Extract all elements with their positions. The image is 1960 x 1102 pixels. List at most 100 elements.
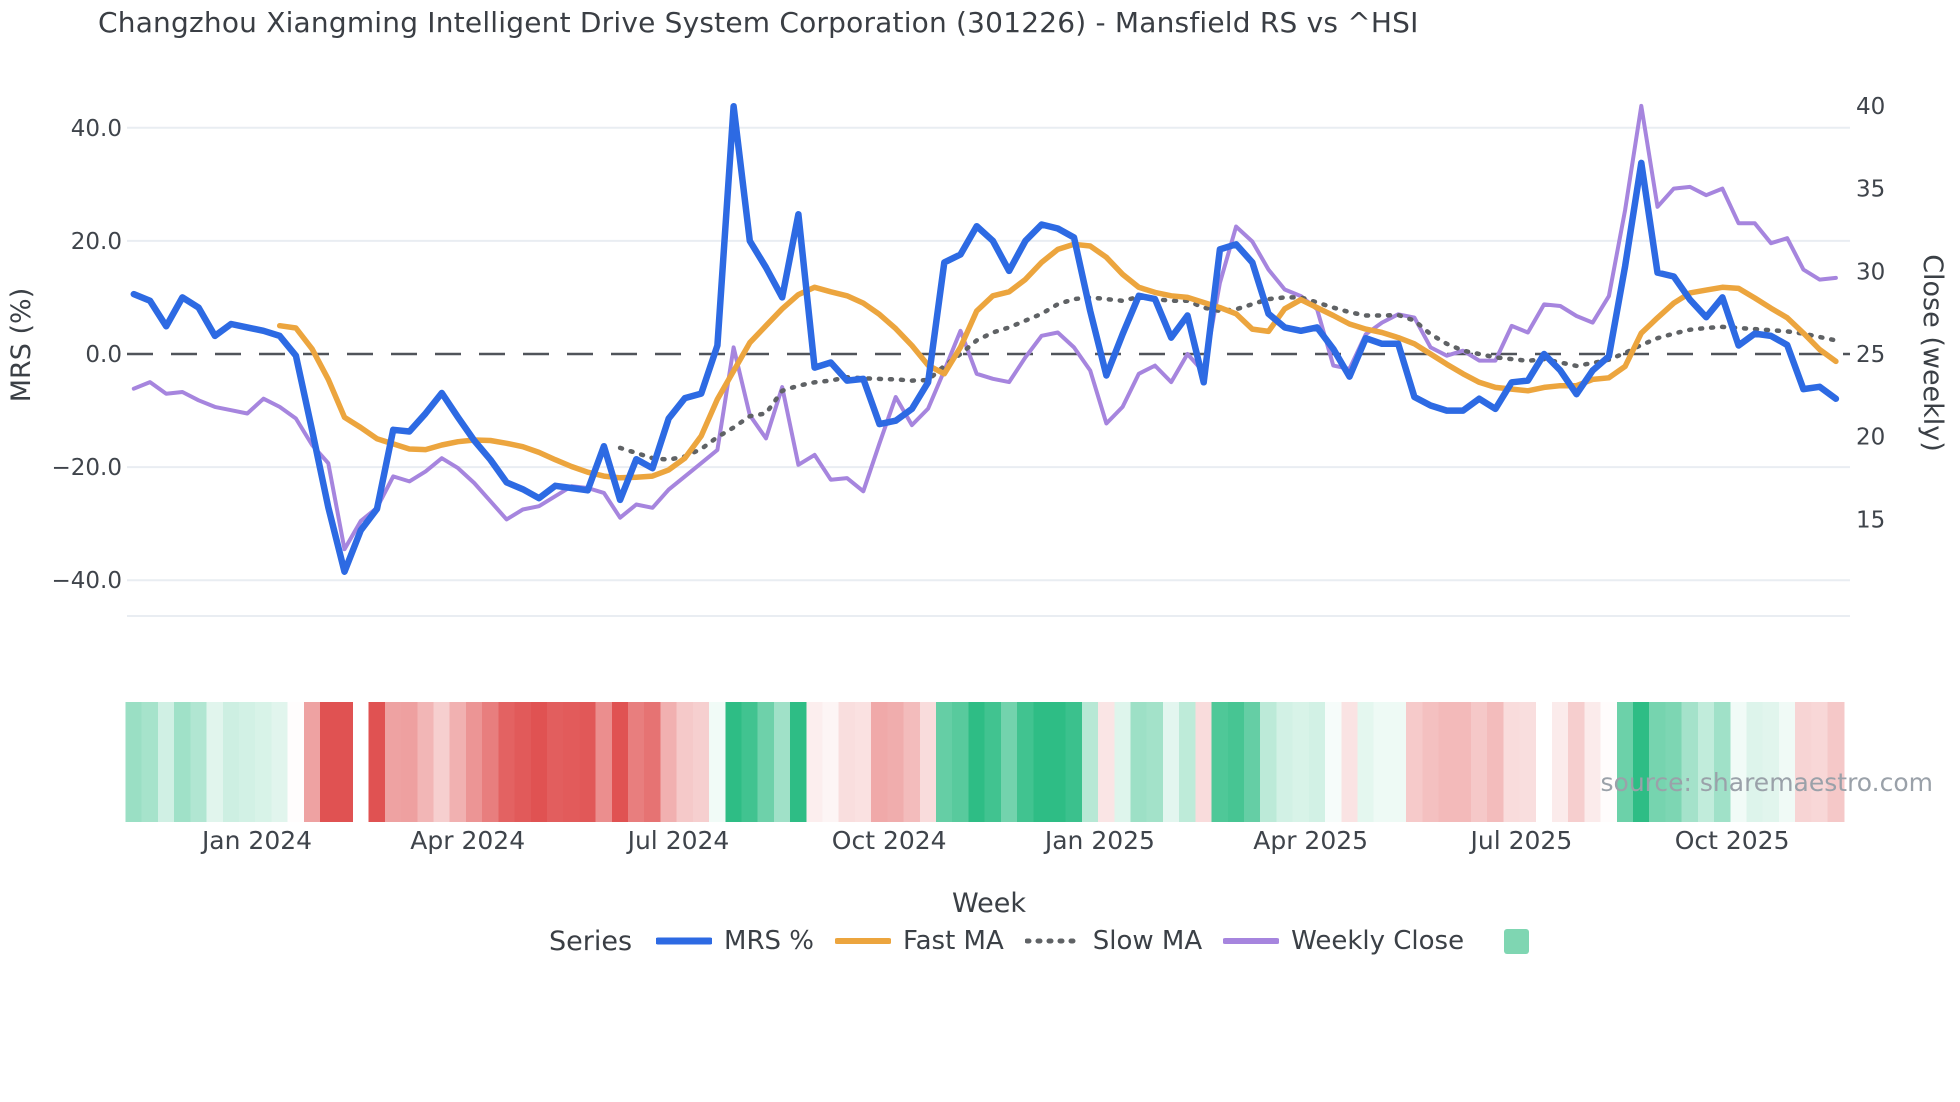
heatmap-cell[interactable]: [806, 702, 824, 822]
heatmap-cell[interactable]: [401, 702, 418, 822]
heatmap-cell[interactable]: [1211, 702, 1229, 822]
heatmap-cell[interactable]: [1697, 702, 1715, 822]
heatmap-cell[interactable]: [1341, 702, 1359, 822]
heatmap-cell[interactable]: [1065, 702, 1083, 822]
heatmap-cell[interactable]: [222, 702, 240, 822]
heatmap-cell[interactable]: [546, 702, 564, 822]
heatmap-cell[interactable]: [903, 702, 921, 822]
heatmap-cell[interactable]: [336, 702, 354, 822]
heatmap-cell[interactable]: [1649, 702, 1667, 822]
heatmap-cell[interactable]: [320, 702, 337, 822]
heatmap-cell[interactable]: [773, 702, 791, 822]
heatmap-cell[interactable]: [1373, 702, 1391, 822]
heatmap-cell[interactable]: [968, 702, 986, 822]
heatmap-cell[interactable]: [871, 702, 888, 822]
heatmap-cell[interactable]: [514, 702, 532, 822]
heatmap-cell[interactable]: [676, 702, 694, 822]
heatmap-cell[interactable]: [1503, 702, 1521, 822]
heatmap-cell[interactable]: [174, 702, 191, 822]
heatmap-cell[interactable]: [125, 702, 143, 822]
heatmap-cell[interactable]: [1519, 702, 1537, 822]
heatmap-cell[interactable]: [1033, 702, 1051, 822]
heatmap-cell[interactable]: [563, 702, 580, 822]
heatmap-cell[interactable]: [1292, 702, 1310, 822]
legend-item-mrs-[interactable]: MRS %: [656, 926, 814, 956]
heatmap-cell[interactable]: [1195, 702, 1213, 822]
heatmap-cell[interactable]: [952, 702, 970, 822]
heatmap-cell[interactable]: [287, 702, 305, 822]
heatmap-cell[interactable]: [530, 702, 548, 822]
heatmap-cell[interactable]: [1665, 702, 1683, 822]
heatmap-cell[interactable]: [660, 702, 678, 822]
heatmap-cell[interactable]: [790, 702, 807, 822]
heatmap-cell[interactable]: [1422, 702, 1440, 822]
heatmap-cell[interactable]: [1179, 702, 1196, 822]
heatmap-cell[interactable]: [368, 702, 386, 822]
heatmap-cell[interactable]: [1146, 702, 1164, 822]
heatmap-cell[interactable]: [1535, 702, 1553, 822]
heatmap-cell[interactable]: [1357, 702, 1375, 822]
heatmap-cell[interactable]: [1730, 702, 1748, 822]
heatmap-cell[interactable]: [1714, 702, 1731, 822]
heatmap-cell[interactable]: [1795, 702, 1812, 822]
heatmap-cell[interactable]: [1098, 702, 1115, 822]
heatmap-cell[interactable]: [644, 702, 662, 822]
heatmap-cell[interactable]: [1260, 702, 1277, 822]
heatmap-strip[interactable]: [125, 702, 1845, 822]
heatmap-cell[interactable]: [417, 702, 435, 822]
heatmap-cell[interactable]: [141, 702, 159, 822]
heatmap-cell[interactable]: [255, 702, 272, 822]
heatmap-cell[interactable]: [1325, 702, 1342, 822]
heatmap-cell[interactable]: [1811, 702, 1829, 822]
heatmap-cell[interactable]: [206, 702, 224, 822]
heatmap-cell[interactable]: [1681, 702, 1699, 822]
heatmap-cell[interactable]: [887, 702, 905, 822]
heatmap-cell[interactable]: [1827, 702, 1845, 822]
heatmap-cell[interactable]: [595, 702, 613, 822]
heatmap-cell[interactable]: [1049, 702, 1067, 822]
heatmap-cell[interactable]: [1487, 702, 1504, 822]
legend-item-fast-ma[interactable]: Fast MA: [835, 926, 1004, 956]
heatmap-cell[interactable]: [157, 702, 175, 822]
heatmap-cell[interactable]: [482, 702, 499, 822]
heatmap-cell[interactable]: [838, 702, 856, 822]
heatmap-cell[interactable]: [1308, 702, 1326, 822]
heatmap-cell[interactable]: [433, 702, 451, 822]
heatmap-cell[interactable]: [741, 702, 759, 822]
heatmap-cell[interactable]: [1017, 702, 1034, 822]
heatmap-cell[interactable]: [984, 702, 1002, 822]
heatmap-cell[interactable]: [936, 702, 953, 822]
heatmap-cell[interactable]: [1130, 702, 1148, 822]
heatmap-cell[interactable]: [1616, 702, 1634, 822]
heatmap-cell[interactable]: [190, 702, 208, 822]
heatmap-cell[interactable]: [1081, 702, 1099, 822]
heatmap-cell[interactable]: [465, 702, 483, 822]
heatmap-cell[interactable]: [579, 702, 597, 822]
heatmap-cell[interactable]: [757, 702, 775, 822]
heatmap-cell[interactable]: [1746, 702, 1764, 822]
heatmap-cell[interactable]: [611, 702, 629, 822]
heatmap-cell[interactable]: [854, 702, 872, 822]
heatmap-cell[interactable]: [1584, 702, 1602, 822]
heatmap-cell[interactable]: [1000, 702, 1018, 822]
heatmap-cell[interactable]: [1778, 702, 1796, 822]
heatmap-cell[interactable]: [1276, 702, 1294, 822]
legend-heatmap-swatch[interactable]: [1504, 928, 1530, 954]
heatmap-cell[interactable]: [919, 702, 937, 822]
heatmap-cell[interactable]: [725, 702, 743, 822]
heatmap-cell[interactable]: [822, 702, 840, 822]
heatmap-cell[interactable]: [1114, 702, 1132, 822]
heatmap-cell[interactable]: [628, 702, 645, 822]
heatmap-cell[interactable]: [498, 702, 516, 822]
heatmap-cell[interactable]: [238, 702, 256, 822]
heatmap-cell[interactable]: [1633, 702, 1650, 822]
heatmap-cell[interactable]: [1762, 702, 1780, 822]
heatmap-cell[interactable]: [1470, 702, 1488, 822]
heatmap-cell[interactable]: [1227, 702, 1245, 822]
heatmap-cell[interactable]: [449, 702, 467, 822]
legend-item-weekly-close[interactable]: Weekly Close: [1223, 926, 1464, 956]
heatmap-cell[interactable]: [1162, 702, 1180, 822]
heatmap-cell[interactable]: [1389, 702, 1407, 822]
heatmap-cell[interactable]: [1600, 702, 1618, 822]
heatmap-cell[interactable]: [1551, 702, 1569, 822]
